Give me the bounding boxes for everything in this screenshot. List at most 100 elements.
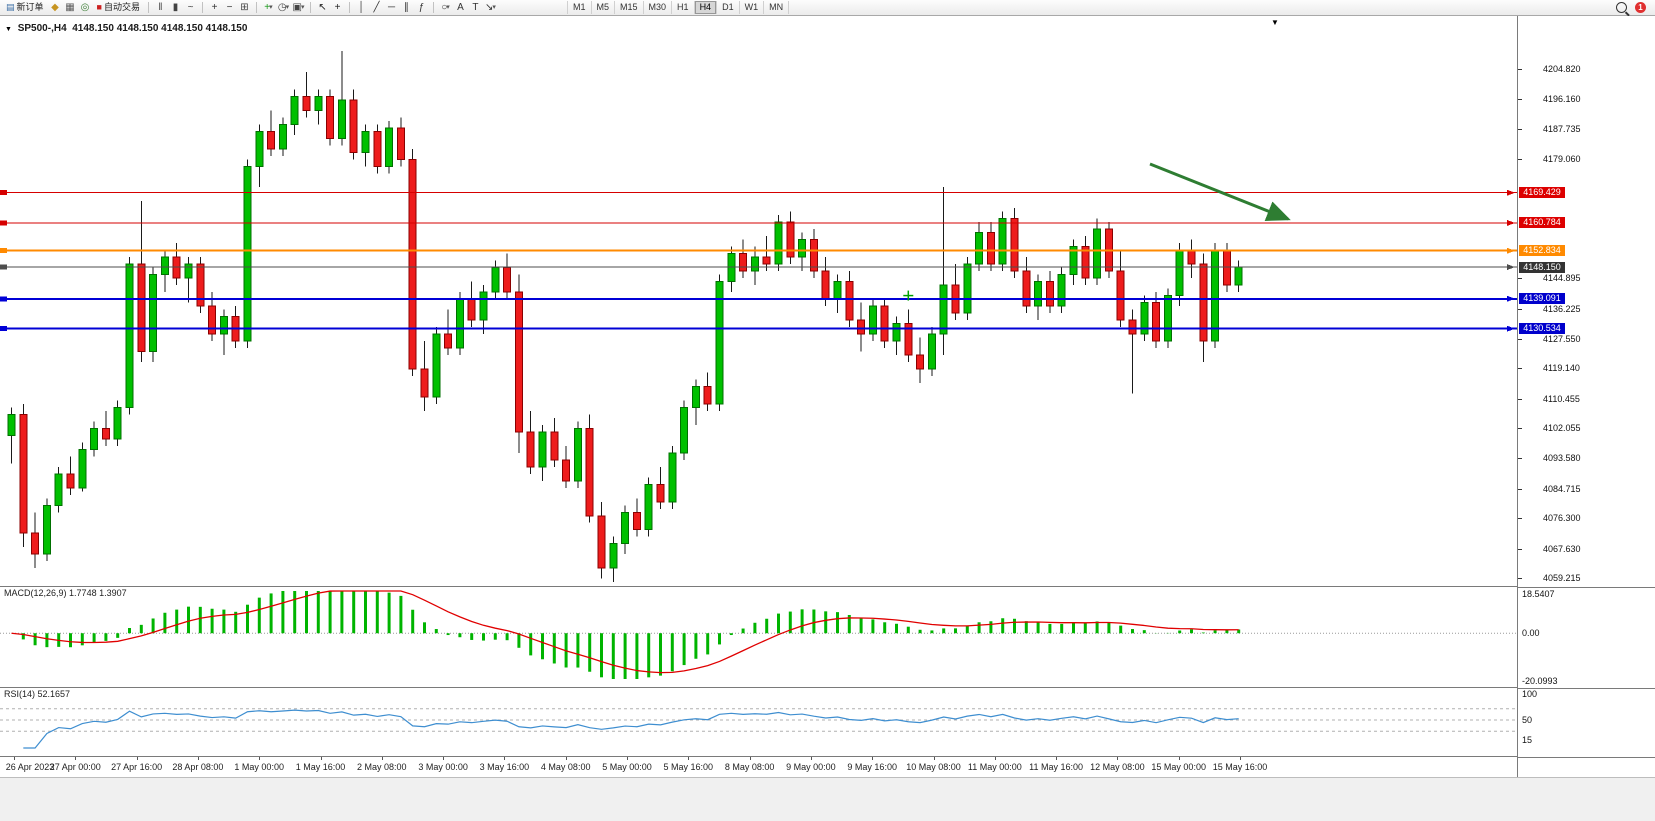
template-icon[interactable]: ▣ ▾ [292,2,305,13]
candlestick [479,291,488,321]
price-level-line[interactable] [0,219,1517,226]
notification-badge[interactable]: 1 [1635,2,1646,13]
date-tick [136,757,138,760]
bar-chart-icon[interactable]: ‖ [158,2,163,13]
shapes-icon[interactable]: ○ ▾ [441,2,450,13]
price-axis-label: 4059.215 [1543,572,1581,583]
candlestick [597,515,606,569]
toolbar-separator [201,2,203,13]
chevron-down-icon: ▾ [269,4,273,11]
candlestick [125,263,134,408]
new-order-button[interactable]: ▤ 新订单 [6,2,44,12]
level-handle [0,220,7,226]
line-chart-icon[interactable]: ~ [187,2,194,13]
date-axis-label: 11 May 00:00 [967,762,1022,772]
price-tick [1518,518,1522,520]
candlestick [1093,228,1102,279]
trendline-icon[interactable]: ╱ [373,2,380,13]
candlestick [1081,246,1090,279]
timeframe-H1[interactable]: H1 [672,1,695,14]
alerts-icon[interactable]: ◎ [80,2,90,13]
timeframe-M5[interactable]: M5 [592,1,616,14]
timeframe-H4[interactable]: H4 [694,1,718,14]
crosshair-icon[interactable]: + [334,2,341,13]
tile-windows-icon[interactable]: ⊞ [240,2,249,13]
timeframe-MN[interactable]: MN [764,1,790,14]
main-chart-canvas[interactable] [0,16,1517,586]
one-click-trading-toggle[interactable]: ▼ [5,26,12,33]
macd-axis-zero: 0.00 [1522,628,1540,639]
candlestick [998,218,1007,265]
text-icon[interactable]: A [457,2,464,13]
date-axis[interactable]: 26 Apr 2023 27 Apr 00:00 27 Apr 16:00 28 Ap… [0,757,1517,776]
trend-arrow-annotation[interactable] [1149,162,1291,221]
vertical-line-icon[interactable]: │ [358,2,365,13]
candlestick [562,459,571,482]
level-arrow-icon [1507,264,1515,271]
cursor-icon[interactable]: ↖ [318,2,327,13]
date-axis-label: 8 May 08:00 [724,762,775,772]
price-axis-label: 4067.630 [1543,543,1581,554]
chart-shift-marker[interactable]: ▼ [1271,18,1279,27]
candlestick [385,127,394,167]
candlestick [668,452,677,503]
search-icon[interactable] [1616,2,1627,13]
candlestick [196,263,205,307]
price-axis-label: 4187.735 [1543,123,1581,134]
level-arrow-icon [1507,325,1515,332]
candlestick [786,221,795,258]
price-axis-label: 4144.895 [1543,273,1581,284]
arrows-icon[interactable]: ↘ ▾ [485,2,496,13]
timeframe-M15[interactable]: M15 [615,1,644,14]
timeframe-W1[interactable]: W1 [740,1,765,14]
timeframe-M30[interactable]: M30 [644,1,673,14]
candlestick-chart-icon[interactable]: ▮ [172,2,179,13]
candlestick [1234,266,1243,286]
chart-wizard-icon[interactable]: ◆ [51,2,59,13]
candlestick [550,431,559,461]
price-level-line[interactable] [0,325,1517,332]
candlestick [101,427,110,440]
auto-trading-button[interactable]: ■ 自动交易 [96,2,140,12]
date-axis-label: 12 May 08:00 [1090,762,1145,772]
price-level-line[interactable] [0,247,1517,254]
candlestick [680,406,689,454]
main-chart-panel[interactable]: ▼ SP500-,H4 4148.150 4148.150 4148.150 4… [0,16,1517,587]
price-level-line[interactable] [0,295,1517,302]
print-icon[interactable]: ▦ [65,2,75,13]
text-label-icon[interactable]: T [472,2,479,13]
price-level-line[interactable] [0,189,1517,196]
date-tick [872,757,874,760]
price-axis-label: 4127.550 [1543,334,1581,345]
plus-marker-annotation[interactable] [903,290,914,301]
fibonacci-icon[interactable]: ƒ [418,2,425,13]
price-axis-label: 4119.140 [1543,363,1580,374]
price-axis[interactable]: 4204.820 4196.160 4187.735 4179.060 4144.895… [1517,16,1655,821]
candlestick [373,130,382,167]
price-tick [1518,128,1522,130]
candlestick [621,511,630,545]
candlestick [1034,281,1043,307]
candlestick [857,319,866,335]
timeframe-M1[interactable]: M1 [568,1,592,14]
date-tick [627,757,628,760]
period-icon[interactable]: ◷ ▾ [277,2,290,13]
current-price-line[interactable] [0,264,1517,271]
price-axis-label: 4110.455 [1543,393,1580,404]
timeframe-D1[interactable]: D1 [717,1,740,14]
zoom-in-icon[interactable]: + [211,2,218,13]
rsi-panel[interactable]: RSI(14) 52.1657 [0,688,1517,757]
chevron-down-icon: ▾ [300,4,305,11]
panel-divider [1518,757,1655,758]
chart-title: ▼ SP500-,H4 4148.150 4148.150 4148.150 4… [5,23,247,34]
equidistant-channel-icon[interactable]: ∥ [403,2,409,13]
date-tick [688,757,690,760]
macd-panel[interactable]: MACD(12,26,9) 1.7748 1.3907 [0,587,1517,688]
date-axis-label: 1 May 00:00 [234,762,284,772]
price-tick [1518,339,1522,341]
add-indicator-icon[interactable]: + ▾ [264,2,273,13]
candlestick [278,123,287,150]
horizontal-line-icon[interactable]: ─ [387,2,396,13]
zoom-out-icon[interactable]: − [226,2,233,13]
candlestick [444,333,453,349]
